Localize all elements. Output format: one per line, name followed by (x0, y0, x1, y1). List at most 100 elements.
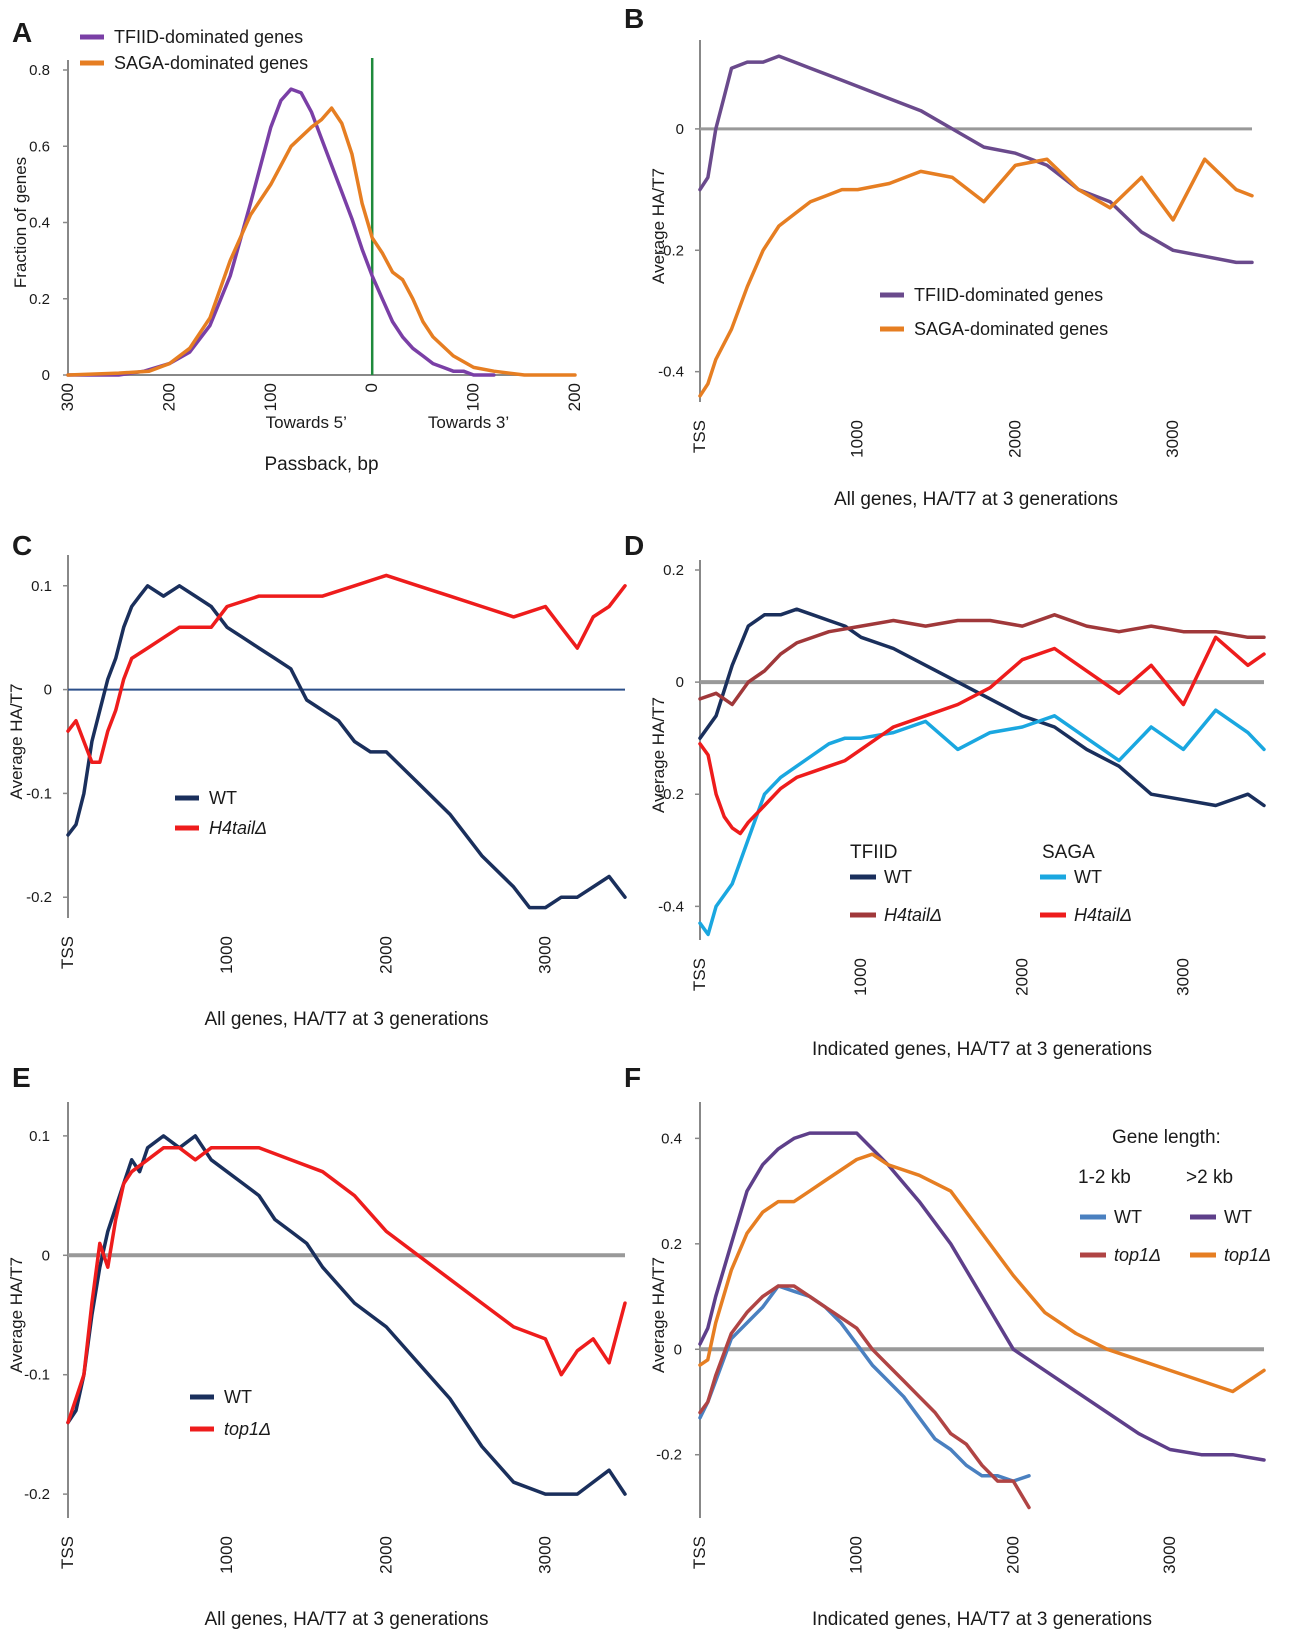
x-tick-label: 0 (362, 383, 381, 392)
x-tick-label: 1000 (217, 936, 236, 974)
panel-b: B 0 -0.2 -0.4 TSS 1000 2000 3000 All genes, HA/T… (624, 3, 1252, 510)
annotation: Towards 3’ (428, 413, 509, 432)
series-line-sagadominatedgenes (700, 159, 1252, 396)
x-tick-label: 100 (464, 383, 483, 411)
x-axis-label: All genes, HA/T7 at 3 generations (834, 489, 1118, 510)
legend-label: WT (209, 788, 237, 808)
y-tick-label: 0 (676, 674, 684, 691)
panel-c: C 0.1 0 -0.1 -0.2 TSS 1000 2000 3000 All genes, H… (7, 530, 625, 1030)
y-tick-label: 0.2 (661, 1236, 682, 1253)
series-line-h4tail (68, 575, 625, 762)
x-tick-label: 3000 (1163, 420, 1182, 458)
legend: TFIID-dominated genes SAGA-dominated gene… (880, 285, 1108, 339)
legend: Gene length: 1-2 kb >2 kb WT top1Δ WT top1Δ (1078, 1127, 1271, 1265)
legend-label: WT (1224, 1207, 1252, 1227)
panel-letter: C (12, 530, 32, 561)
panel-letter: E (12, 1062, 31, 1093)
series-line-12kb-wt (700, 1286, 1029, 1481)
legend-group-title: >2 kb (1186, 1167, 1233, 1188)
x-axis-label: Passback, bp (264, 454, 378, 475)
panel-e: E 0.1 0 -0.1 -0.2 TSS 1000 2000 3000 All genes, H… (7, 1062, 625, 1630)
y-axis-label: Average HA/T7 (649, 1257, 668, 1373)
legend-group-title: SAGA (1042, 842, 1095, 863)
x-tick-label: TSS (690, 1536, 709, 1569)
x-tick-label: 2000 (1003, 1536, 1022, 1574)
legend-group-title: 1-2 kb (1078, 1167, 1131, 1188)
legend-label: top1Δ (224, 1419, 271, 1439)
y-tick-label: 0.2 (663, 562, 684, 579)
legend: WT H4tailΔ (175, 788, 267, 838)
x-tick-label: 300 (58, 383, 77, 411)
legend-label: SAGA-dominated genes (914, 319, 1108, 339)
panel-letter: F (624, 1062, 641, 1093)
y-tick-label: -0.4 (658, 898, 684, 915)
y-tick-label: 0 (676, 121, 684, 138)
x-tick-label: 200 (565, 383, 584, 411)
x-tick-label: 3000 (1160, 1536, 1179, 1574)
x-tick-label: TSS (690, 420, 709, 453)
x-tick-label: 1000 (851, 958, 870, 996)
legend-label: WT (1114, 1207, 1142, 1227)
x-axis-label: Indicated genes, HA/T7 at 3 generations (812, 1039, 1152, 1060)
legend-label: WT (1074, 867, 1102, 887)
legend-group-title: TFIID (850, 842, 898, 863)
legend-label: WT (884, 867, 912, 887)
y-axis-label: Average HA/T7 (649, 168, 668, 284)
panel-a: A 0 0.2 0.4 0.6 0.8 300 200 100 0 100 200 Towards 5’… (11, 17, 584, 475)
panel-f: F 0.4 0.2 0 -0.2 TSS 1000 2000 3000 Indicated gen… (624, 1062, 1271, 1630)
series-line-sagadominatedgenes (68, 108, 575, 375)
x-tick-label: TSS (58, 936, 77, 969)
x-tick-label: 1000 (847, 1536, 866, 1574)
y-tick-label: 0.4 (661, 1130, 682, 1147)
x-tick-label: 3000 (535, 1536, 554, 1574)
x-tick-label: 1000 (848, 420, 867, 458)
x-tick-label: 2000 (376, 1536, 395, 1574)
series-line-top1 (68, 1148, 625, 1423)
y-tick-label: 0 (42, 367, 50, 384)
legend-label: TFIID-dominated genes (914, 285, 1103, 305)
legend: TFIID-dominated genes SAGA-dominated gene… (80, 27, 308, 73)
y-tick-label: 0.1 (31, 578, 52, 595)
legend-label: H4tailΔ (1074, 905, 1132, 925)
y-tick-label: 0.2 (29, 291, 50, 308)
y-tick-label: -0.2 (26, 889, 52, 906)
x-tick-label: 3000 (535, 936, 554, 974)
y-tick-label: -0.2 (24, 1486, 50, 1503)
y-axis-label: Fraction of genes (11, 157, 30, 288)
legend: TFIID SAGA WT H4tailΔ WT H4tailΔ (850, 842, 1132, 925)
legend: WT top1Δ (190, 1387, 271, 1439)
y-tick-label: 0 (674, 1341, 682, 1358)
y-tick-label: 0.1 (29, 1128, 50, 1145)
y-axis-label: Average HA/T7 (649, 697, 668, 813)
x-tick-label: 2000 (1005, 420, 1024, 458)
y-tick-label: -0.1 (26, 785, 52, 802)
x-tick-label: 3000 (1173, 958, 1192, 996)
x-tick-label: TSS (58, 1536, 77, 1569)
x-tick-label: 100 (261, 383, 280, 411)
y-tick-label: 0.6 (29, 138, 50, 155)
y-axis-label: Average HA/T7 (7, 1257, 26, 1373)
x-tick-label: 1000 (217, 1536, 236, 1574)
legend-label: WT (224, 1387, 252, 1407)
x-tick-label: 200 (159, 383, 178, 411)
legend-label: H4tailΔ (209, 818, 267, 838)
y-tick-label: 0 (44, 682, 52, 699)
x-tick-label: TSS (690, 958, 709, 991)
x-axis-label: Indicated genes, HA/T7 at 3 generations (812, 1609, 1152, 1630)
legend-label: top1Δ (1114, 1245, 1161, 1265)
y-tick-label: 0.8 (29, 62, 50, 79)
panel-d: D 0.2 0 -0.2 -0.4 TSS 1000 2000 3000 Indicated ge… (624, 530, 1264, 1060)
y-tick-label: -0.4 (658, 364, 684, 381)
legend-label: TFIID-dominated genes (114, 27, 303, 47)
series-line-2kb-top1 (700, 1154, 1264, 1391)
panel-letter: B (624, 3, 644, 34)
y-axis-label: Average HA/T7 (7, 684, 26, 800)
x-tick-label: 2000 (1012, 958, 1031, 996)
y-tick-label: -0.1 (24, 1367, 50, 1384)
y-tick-label: -0.2 (656, 1447, 682, 1464)
x-tick-label: 2000 (376, 936, 395, 974)
series-line-2kb-wt (700, 1133, 1264, 1460)
y-tick-label: 0 (42, 1247, 50, 1264)
series-line-tfiiddominatedgenes (700, 56, 1252, 262)
